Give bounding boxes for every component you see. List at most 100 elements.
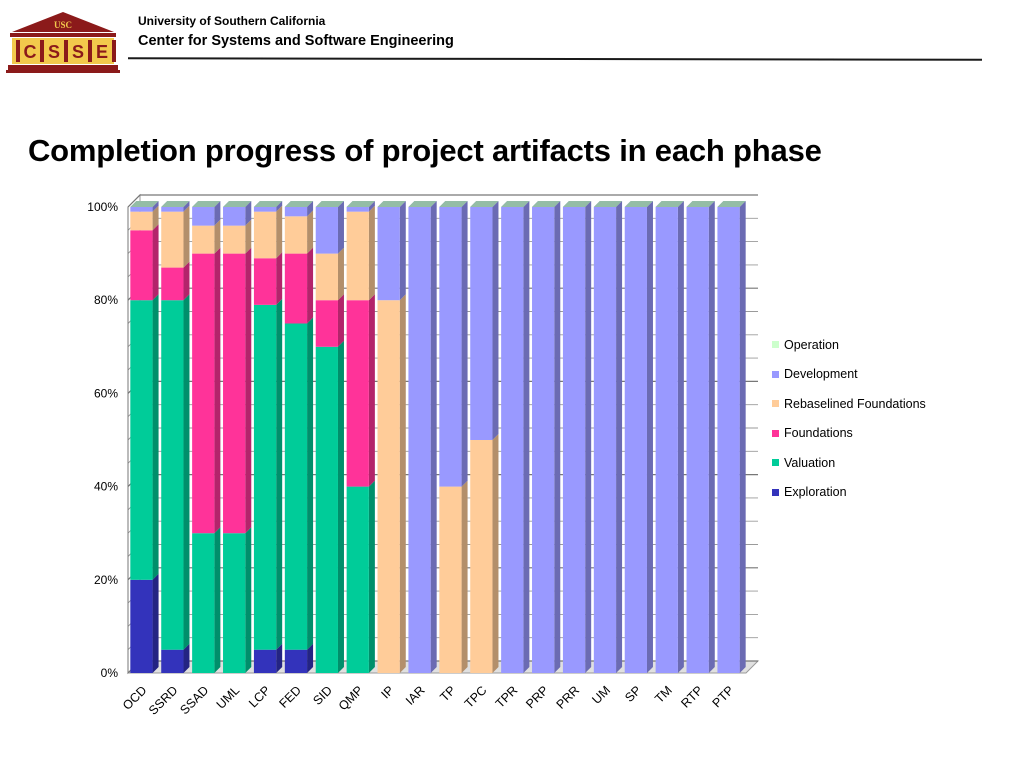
bar-segment-side [214,527,221,673]
logo-letter: S [72,42,84,62]
bar-segment-side [183,205,190,268]
bar-segment [501,207,524,673]
bar-segment-side [368,201,375,212]
bar-segment-side [183,643,190,673]
legend-swatch [772,488,779,496]
bar-segment-side [399,201,406,301]
logo-usc-text: USC [54,20,72,30]
bar-segment [315,300,338,347]
bar-segment-side [276,205,283,259]
bar-segment [284,649,308,673]
bar-segment [130,300,153,580]
bar-segment [686,207,709,673]
bar-cap [192,201,221,207]
bar-iar [408,201,437,673]
bar-segment [315,207,338,254]
logo-letter: E [96,42,108,62]
bar-segment-side [307,247,314,324]
bar-segment-side [554,201,561,673]
bar-segment-side [523,201,530,673]
bar-segment-side [585,201,592,673]
bar-ssrd [161,201,190,673]
bar-segment [223,533,246,673]
x-tick-label: QMP [336,683,366,713]
bar-segment [315,253,338,301]
bar-segment-side [616,201,623,673]
bar-segment [253,207,277,212]
bar-ocd [130,201,159,673]
bar-cap [470,201,499,207]
bar-tpc [470,201,499,673]
bar-cap [253,201,283,207]
bar-segment-side [214,201,221,226]
bar-tp [439,201,468,673]
legend-item: Rebaselined Foundations [772,389,926,419]
bar-segment-side [368,294,375,487]
bar-cap [439,201,468,207]
x-tick-label: TPC [462,683,490,711]
bar-segment [253,258,277,305]
bar-rtp [686,201,715,673]
bar-segment [161,649,184,673]
bar-segment [192,253,215,534]
bar-segment [192,207,215,226]
bar-segment [130,207,153,212]
y-tick-label: 60% [94,386,118,400]
legend-swatch [772,400,779,408]
bar-segment-side [677,201,684,673]
bar-segment [470,440,493,673]
bar-segment-side [708,201,715,673]
legend-swatch [772,429,779,437]
bar-segment-side [646,201,653,673]
bar-segment-side [152,205,159,231]
bar-segment [130,230,153,301]
bar-segment-side [152,201,159,212]
x-tick-label: PRR [554,683,583,712]
bar-segment [284,323,308,650]
legend-label: Operation [784,337,839,352]
bar-prr [562,201,592,673]
bar-cap [223,201,252,207]
bar-segment [408,207,431,673]
bar-cap [593,201,623,207]
bar-segment [192,533,215,673]
bar-cap [501,201,530,207]
bar-segment-side [337,294,344,347]
bar-segment-side [245,201,252,226]
bar-segment [532,207,555,673]
bar-segment [130,211,153,231]
bar-segment-side [492,201,499,440]
bar-segment-side [492,434,499,673]
legend-swatch [772,459,779,467]
bar-cap [624,201,653,207]
x-tick-label: FED [276,683,304,711]
bar-segment [192,225,215,254]
bar-segment [377,300,400,673]
gridline [127,194,758,208]
bar-segment [346,300,369,487]
bar-segment-side [739,201,746,673]
bar-segment [130,579,153,673]
x-tick-label: TP [437,683,458,704]
legend-swatch [772,341,779,349]
logo-letter: S [48,42,60,62]
legend-label: Exploration [784,485,847,500]
x-tick-label: IAR [403,683,428,708]
legend-label: Valuation [784,455,836,470]
legend-swatch [772,370,779,378]
x-tick-label: TPR [493,683,521,711]
legend-item: Development [772,360,926,390]
bar-tm [655,201,684,673]
bar-segment [161,207,184,212]
slide-title: Completion progress of project artifacts… [28,133,822,168]
x-tick-label: IP [379,683,397,701]
bar-segment [253,304,277,650]
bar-segment [161,300,184,650]
bar-segment [717,207,740,673]
x-tick-label: SP [622,683,644,705]
bar-segment-side [307,210,314,254]
bar-segment [284,216,308,254]
bar-ssad [192,201,221,673]
bar-segment-side [276,298,283,650]
